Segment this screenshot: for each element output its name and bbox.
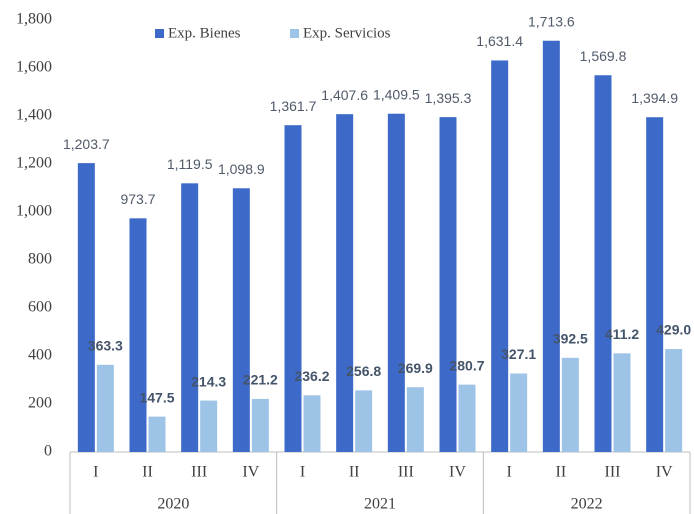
bar bbox=[439, 117, 457, 453]
value-label: 1,119.5 bbox=[167, 156, 213, 172]
value-label: 973.7 bbox=[120, 191, 155, 207]
bar bbox=[665, 349, 683, 452]
x-tick-label: I bbox=[507, 464, 512, 481]
bar bbox=[594, 75, 612, 453]
bar bbox=[129, 218, 147, 452]
bar bbox=[181, 183, 199, 452]
bar bbox=[458, 384, 476, 452]
bar bbox=[336, 114, 354, 453]
y-tick-label: 1,000 bbox=[16, 203, 52, 220]
bar bbox=[491, 60, 509, 453]
x-tick-label: I bbox=[93, 464, 98, 481]
value-label: 1,407.6 bbox=[321, 87, 368, 103]
value-label: 147.5 bbox=[139, 389, 174, 405]
bar bbox=[200, 400, 218, 452]
x-tick-label: III bbox=[398, 464, 414, 481]
value-label: 1,569.8 bbox=[580, 48, 627, 64]
value-label: 256.8 bbox=[346, 363, 381, 379]
value-label: 236.2 bbox=[294, 368, 329, 384]
y-tick-label: 1,200 bbox=[16, 155, 52, 172]
x-group-label: 2020 bbox=[157, 496, 189, 513]
bar bbox=[561, 357, 579, 452]
bar bbox=[232, 188, 250, 452]
bar bbox=[406, 387, 424, 452]
value-label: 392.5 bbox=[553, 331, 588, 347]
value-label: 1,409.5 bbox=[373, 86, 420, 102]
x-tick-label: IV bbox=[242, 464, 259, 481]
bar bbox=[387, 113, 405, 452]
value-label: 363.3 bbox=[88, 338, 123, 354]
y-tick-label: 1,400 bbox=[16, 107, 52, 124]
bar bbox=[542, 40, 560, 453]
x-group-label: 2022 bbox=[571, 496, 603, 513]
value-label: 1,203.7 bbox=[63, 136, 110, 152]
legend-swatch bbox=[155, 29, 164, 38]
value-label: 1,713.6 bbox=[528, 13, 575, 29]
x-tick-label: II bbox=[556, 464, 567, 481]
bar bbox=[510, 373, 528, 452]
bar bbox=[613, 353, 631, 452]
x-tick-label: IV bbox=[656, 464, 673, 481]
value-label: 327.1 bbox=[501, 346, 536, 362]
bar bbox=[96, 364, 114, 452]
value-label: 411.2 bbox=[605, 326, 639, 342]
value-label: 429.0 bbox=[656, 322, 691, 338]
value-label: 280.7 bbox=[449, 357, 484, 373]
x-tick-label: IV bbox=[449, 464, 466, 481]
y-tick-label: 1,600 bbox=[16, 59, 52, 76]
legend-label: Exp. Servicios bbox=[303, 25, 391, 41]
bar bbox=[148, 416, 166, 452]
x-group-label: 2021 bbox=[364, 496, 396, 513]
value-label: 1,631.4 bbox=[476, 33, 523, 49]
y-tick-label: 200 bbox=[28, 395, 52, 412]
value-label: 1,098.9 bbox=[218, 161, 265, 177]
bar bbox=[303, 395, 321, 452]
y-tick-label: 600 bbox=[28, 299, 52, 316]
x-tick-label: II bbox=[349, 464, 360, 481]
bar bbox=[355, 390, 373, 452]
y-tick-label: 0 bbox=[44, 443, 52, 460]
value-label: 1,361.7 bbox=[270, 98, 317, 114]
value-label: 1,395.3 bbox=[425, 90, 472, 106]
bar bbox=[646, 117, 664, 452]
legend-swatch bbox=[290, 29, 299, 38]
x-tick-label: II bbox=[142, 464, 153, 481]
y-tick-label: 800 bbox=[28, 251, 52, 268]
value-label: 269.9 bbox=[398, 360, 433, 376]
value-label: 221.2 bbox=[243, 372, 278, 388]
x-tick-label: I bbox=[300, 464, 305, 481]
y-tick-label: 1,800 bbox=[16, 11, 52, 28]
x-tick-label: III bbox=[605, 464, 621, 481]
bar bbox=[284, 125, 302, 452]
y-tick-label: 400 bbox=[28, 347, 52, 364]
bar bbox=[77, 163, 95, 452]
legend-label: Exp. Bienes bbox=[168, 25, 241, 41]
bar bbox=[251, 398, 269, 452]
value-label: 214.3 bbox=[191, 373, 226, 389]
value-label: 1,394.9 bbox=[631, 90, 678, 106]
x-tick-label: III bbox=[191, 464, 207, 481]
